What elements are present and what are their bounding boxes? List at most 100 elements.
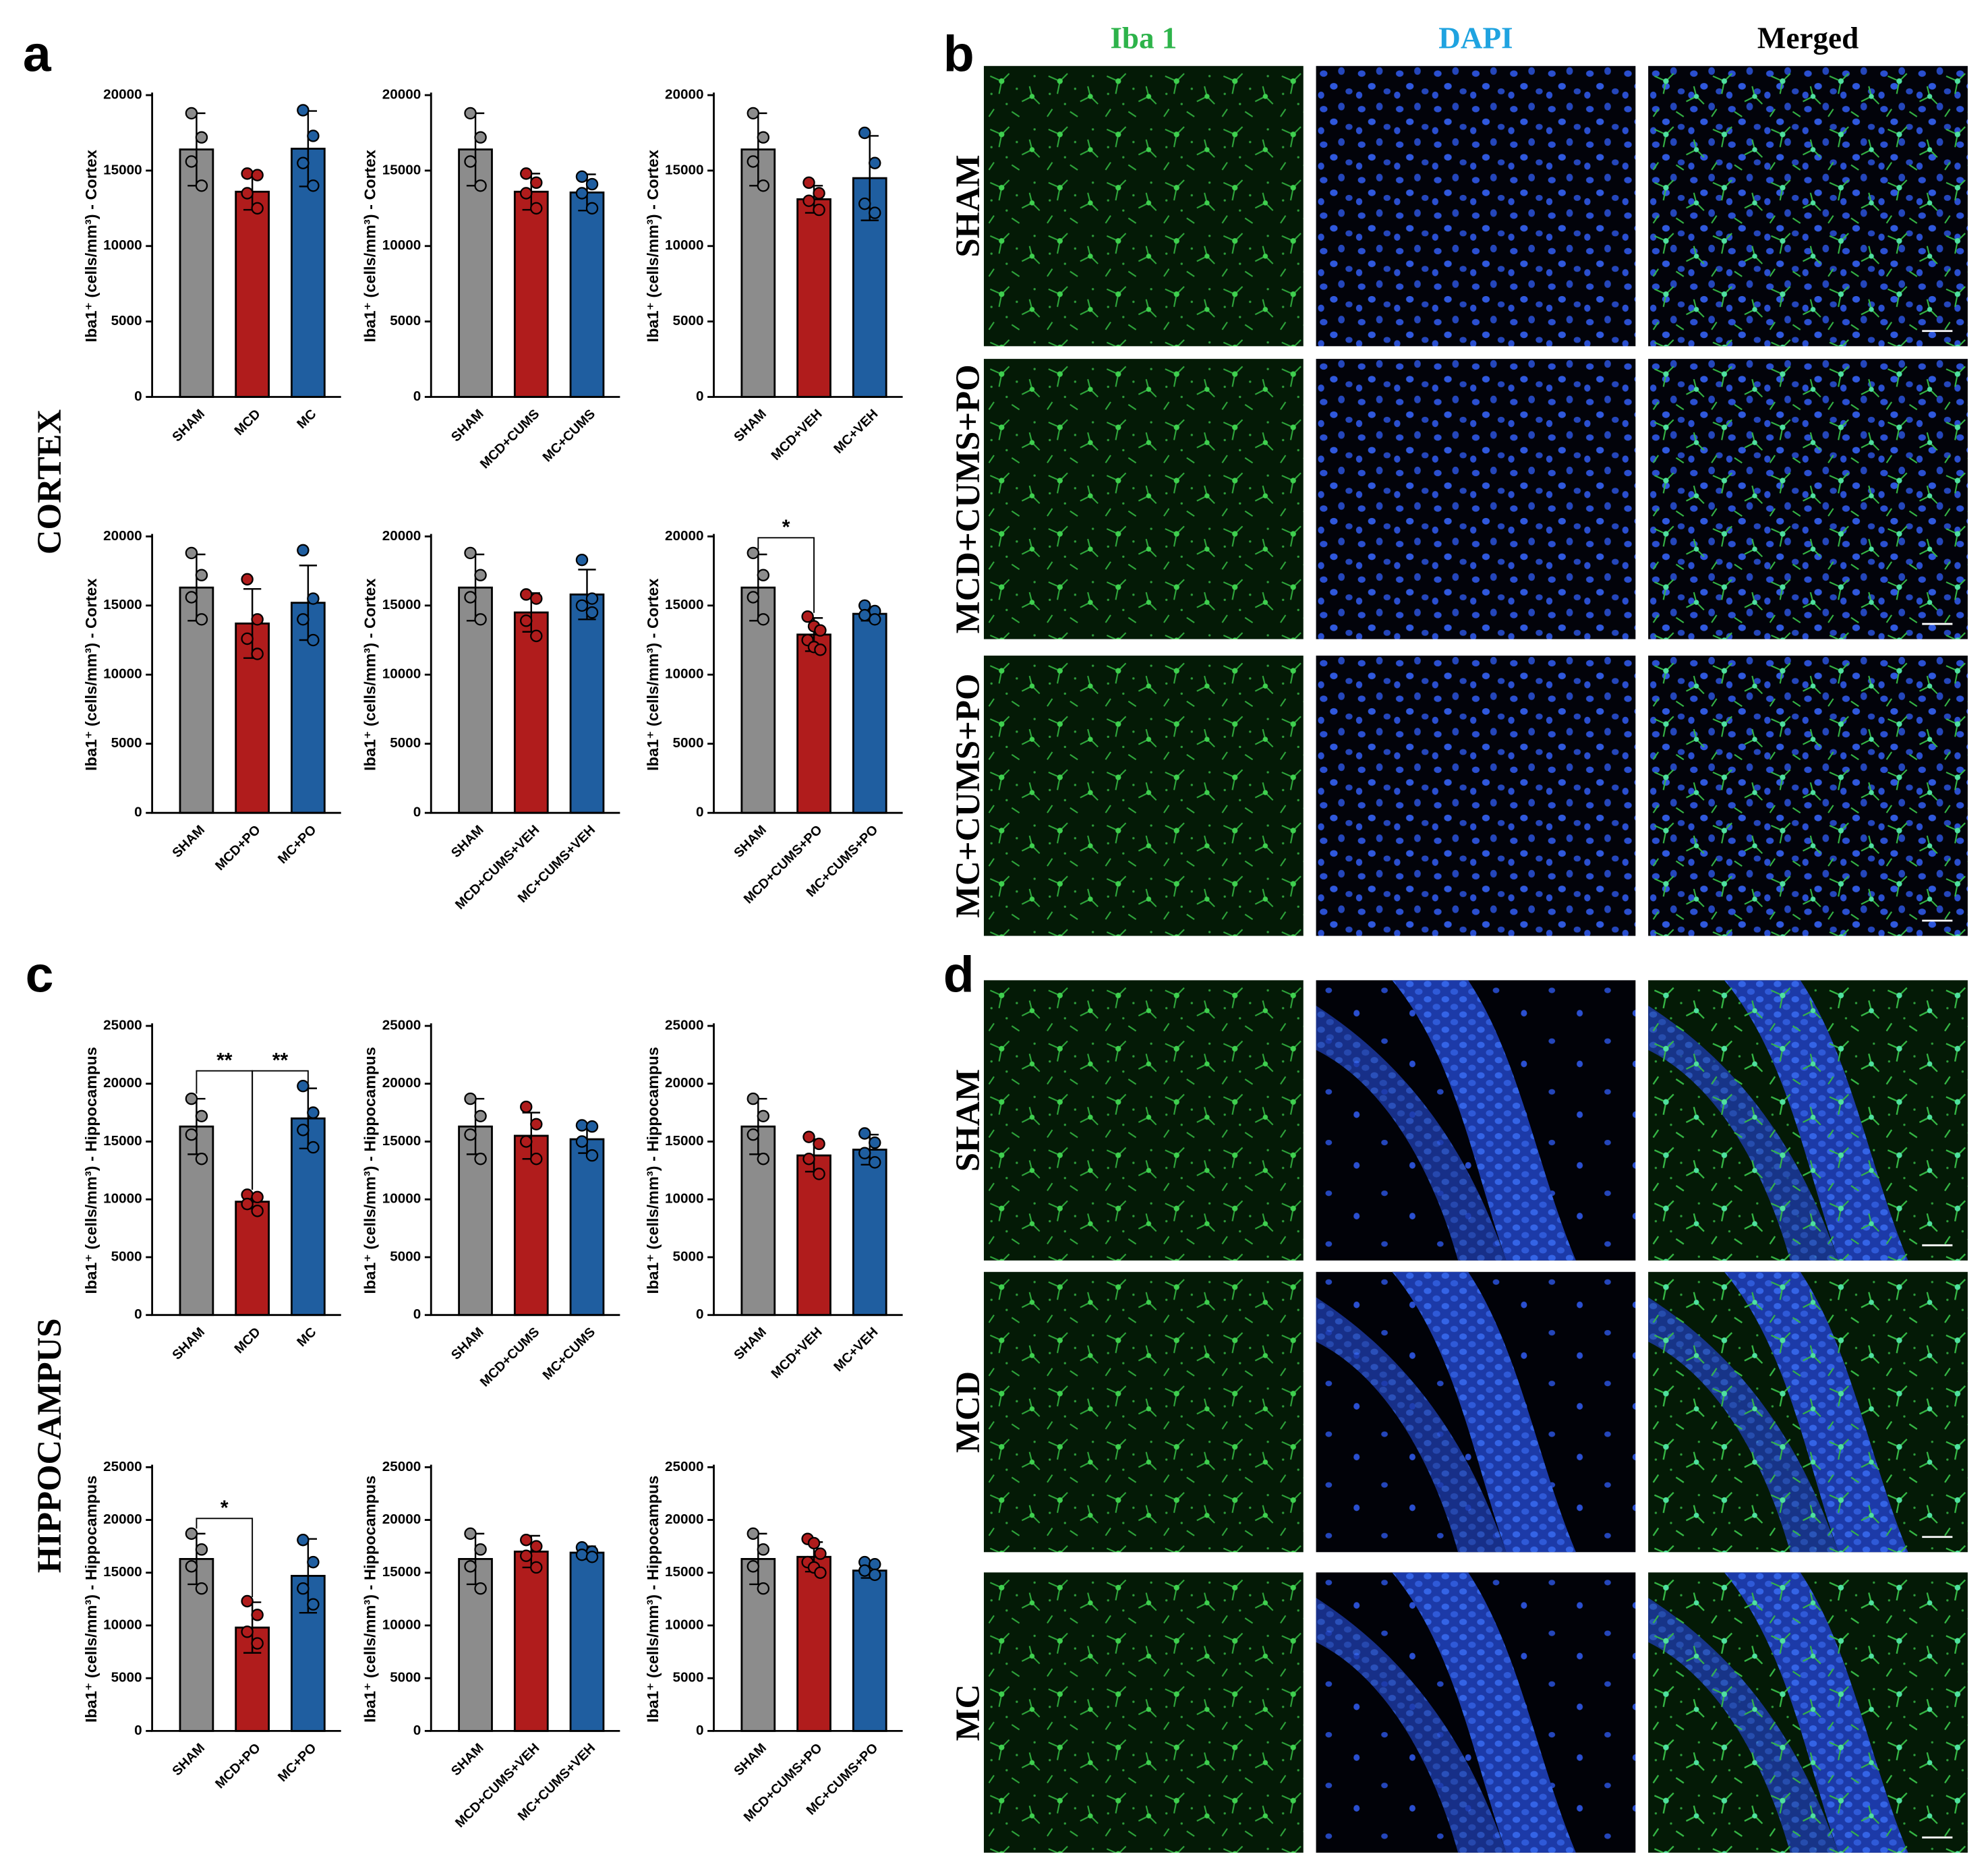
- data-point: [297, 1124, 310, 1136]
- x-tick-label: SHAM: [169, 1741, 208, 1779]
- data-point: [297, 613, 310, 626]
- bar: [796, 1555, 831, 1732]
- data-point: [474, 613, 487, 626]
- data-point: [813, 1137, 825, 1151]
- data-point: [585, 177, 599, 191]
- y-tick-label: 20000: [382, 1075, 421, 1091]
- bar: [852, 1149, 887, 1317]
- data-point: [520, 614, 533, 627]
- x-tick-label: MCD+CUMS: [477, 1325, 543, 1390]
- y-tick-label: 0: [413, 805, 421, 820]
- data-point: [307, 633, 320, 647]
- data-point: [814, 624, 827, 637]
- data-point: [185, 546, 198, 560]
- data-point: [520, 167, 533, 180]
- data-point: [464, 1092, 477, 1105]
- dapi-band: [1316, 1297, 1507, 1553]
- x-tick-label: MCD+VEH: [768, 407, 825, 463]
- y-tick-label: 15000: [103, 162, 142, 177]
- bar: [513, 1134, 549, 1317]
- y-axis-label: Iba1⁺ (cells/mm³) - Hippocampus: [361, 1047, 379, 1294]
- data-point: [757, 1153, 770, 1165]
- y-tick-label: 5000: [672, 313, 703, 328]
- image-row-label: MCD+CUMS+PO: [949, 364, 987, 633]
- micrograph: [983, 359, 1304, 639]
- data-point: [520, 1135, 533, 1148]
- data-point: [530, 1561, 543, 1574]
- dapi-band: [1392, 1271, 1576, 1553]
- axis-line: [151, 534, 341, 814]
- data-point: [869, 156, 881, 169]
- image-row-label: SHAM: [949, 1069, 987, 1172]
- data-point: [747, 1092, 759, 1105]
- y-tick-label: 20000: [382, 87, 421, 103]
- data-point: [297, 1582, 310, 1595]
- y-tick-label: 20000: [103, 528, 142, 544]
- y-axis-label: Iba1⁺ (cells/mm³) - Hippocampus: [82, 1476, 100, 1723]
- y-tick-label: 5000: [390, 1670, 421, 1685]
- data-point: [858, 126, 871, 140]
- bar: [740, 148, 776, 398]
- y-tick-label: 15000: [382, 162, 421, 177]
- x-tick-label: SHAM: [169, 407, 208, 445]
- data-point: [195, 1110, 208, 1123]
- data-point: [757, 1582, 770, 1595]
- y-tick-label: 10000: [382, 1617, 421, 1632]
- data-point: [813, 203, 825, 217]
- y-axis-label: Iba1⁺ (cells/mm³) - Cortex: [82, 150, 100, 342]
- micrograph: [1648, 980, 1968, 1261]
- data-point: [858, 1147, 871, 1159]
- data-point: [474, 1543, 487, 1556]
- y-tick-label: 0: [413, 388, 421, 404]
- axis-line: [430, 534, 620, 814]
- panel-label: c: [26, 946, 54, 1002]
- data-point: [585, 202, 599, 215]
- y-tick-label: 0: [413, 1306, 421, 1322]
- data-point: [297, 1534, 310, 1547]
- y-tick-label: 5000: [672, 735, 703, 751]
- merged-overlay: [1648, 1572, 1968, 1853]
- data-point: [585, 606, 599, 619]
- y-tick-label: 10000: [382, 1191, 421, 1207]
- x-tick-label: MCD+PO: [212, 822, 264, 873]
- merged-overlay: [1648, 1271, 1968, 1553]
- bar: [179, 148, 214, 398]
- data-point: [530, 1153, 543, 1165]
- data-point: [530, 629, 543, 643]
- x-tick-label: SHAM: [169, 1325, 208, 1363]
- y-tick-label: 5000: [390, 1248, 421, 1264]
- data-point: [241, 1197, 254, 1211]
- data-point: [241, 187, 254, 200]
- x-tick-label: SHAM: [448, 1741, 487, 1779]
- image-iba1: [983, 359, 1304, 639]
- y-tick-label: 20000: [665, 1075, 703, 1091]
- data-point: [307, 592, 320, 605]
- y-tick-label: 15000: [665, 1133, 703, 1149]
- data-point: [474, 1110, 487, 1123]
- image-iba1: [983, 1572, 1304, 1853]
- y-axis-label: Iba1⁺ (cells/mm³) - Hippocampus: [644, 1047, 662, 1294]
- data-point: [297, 156, 310, 169]
- axis-line: [430, 1464, 620, 1732]
- axis-line: [713, 92, 903, 398]
- significance-label: *: [221, 1497, 229, 1520]
- data-point: [195, 179, 208, 192]
- data-point: [185, 1527, 198, 1540]
- data-point: [464, 155, 477, 168]
- x-tick-label: SHAM: [731, 407, 769, 445]
- data-point: [575, 187, 589, 200]
- data-point: [747, 1560, 759, 1573]
- data-point: [297, 1079, 310, 1093]
- data-point: [464, 1128, 477, 1141]
- x-tick-label: SHAM: [731, 1325, 769, 1363]
- data-point: [185, 1092, 198, 1105]
- y-tick-label: 5000: [111, 1670, 142, 1685]
- x-tick-label: MC+PO: [275, 1741, 320, 1785]
- significance-label: *: [782, 517, 790, 539]
- significance-bracket: [757, 537, 815, 613]
- data-point: [575, 1135, 589, 1148]
- data-point: [251, 1190, 264, 1204]
- y-tick-label: 0: [413, 1723, 421, 1738]
- significance-label: **: [272, 1049, 289, 1072]
